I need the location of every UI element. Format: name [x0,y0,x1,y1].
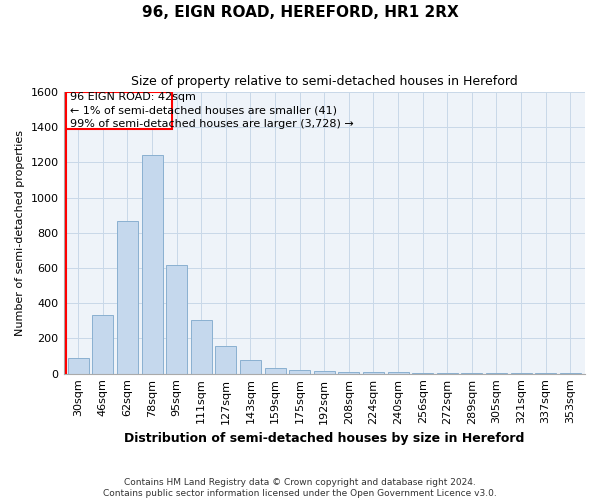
Bar [142,156,163,374]
Bar [265,368,286,374]
Text: 96 EIGN ROAD: 42sqm
← 1% of semi-detached houses are smaller (41)
99% of semi-de: 96 EIGN ROAD: 42sqm ← 1% of semi-detache… [70,92,353,128]
Bar [461,373,482,374]
Bar [511,373,532,374]
Bar [314,372,335,374]
Text: 96, EIGN ROAD, HEREFORD, HR1 2RX: 96, EIGN ROAD, HEREFORD, HR1 2RX [142,5,458,20]
Bar [191,320,212,374]
Bar [68,358,89,374]
Bar [338,372,359,374]
Bar [363,372,384,374]
Y-axis label: Number of semi-detached properties: Number of semi-detached properties [15,130,25,336]
Bar [412,373,433,374]
Bar [240,360,261,374]
Title: Size of property relative to semi-detached houses in Hereford: Size of property relative to semi-detach… [131,75,518,88]
Bar [437,373,458,374]
X-axis label: Distribution of semi-detached houses by size in Hereford: Distribution of semi-detached houses by … [124,432,524,445]
Bar [66,92,172,129]
Bar [560,373,581,374]
Bar [535,373,556,374]
Bar [166,266,187,374]
Bar [486,373,507,374]
Bar [388,372,409,374]
Bar [92,314,113,374]
Text: Contains HM Land Registry data © Crown copyright and database right 2024.
Contai: Contains HM Land Registry data © Crown c… [103,478,497,498]
Bar [117,222,138,374]
Bar [289,370,310,374]
Bar [215,346,236,374]
